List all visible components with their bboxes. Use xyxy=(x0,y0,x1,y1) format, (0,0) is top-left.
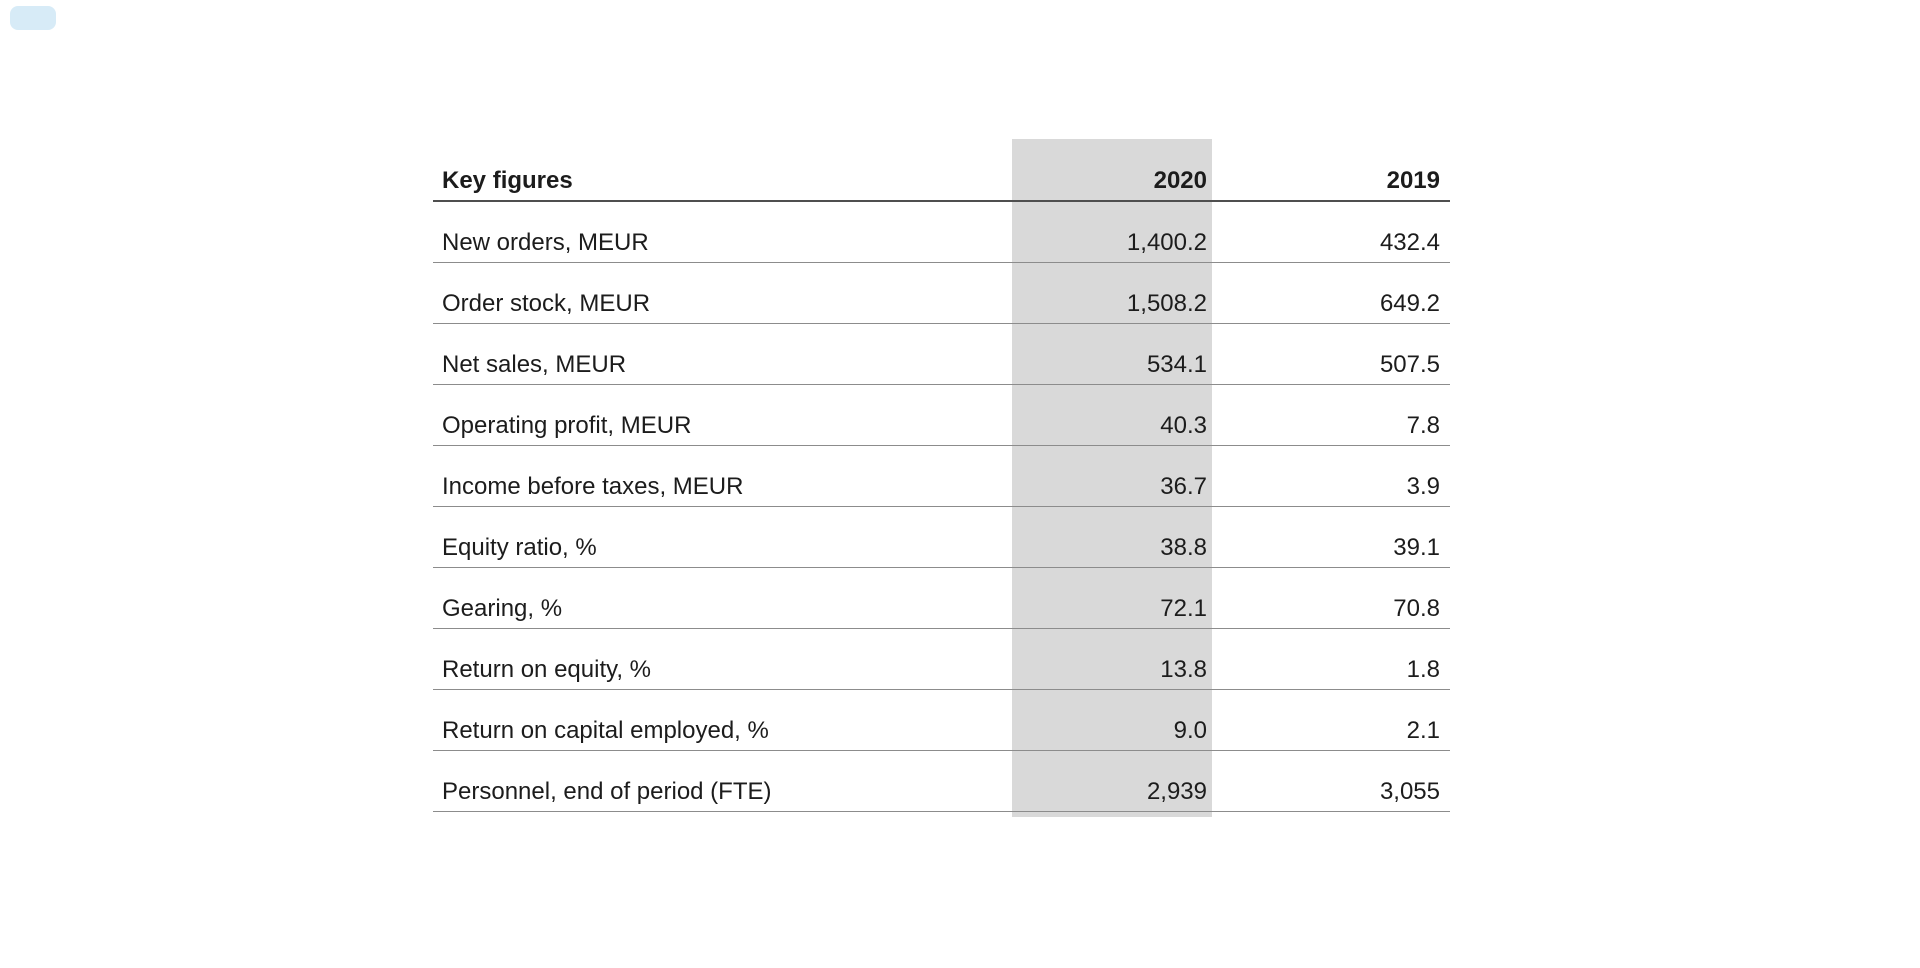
row-value-2019: 2.1 xyxy=(1406,716,1440,744)
row-value-2019: 3,055 xyxy=(1379,777,1440,805)
row-value-2020: 534.1 xyxy=(1146,350,1207,378)
table-row: Order stock, MEUR 1,508.2 649.2 xyxy=(433,263,1450,324)
row-label: Operating profit, MEUR xyxy=(442,411,692,439)
row-value-2019: 7.8 xyxy=(1406,411,1440,439)
row-value-2020: 40.3 xyxy=(1160,411,1207,439)
decorative-blob xyxy=(10,6,56,30)
table-row: Income before taxes, MEUR 36.7 3.9 xyxy=(433,446,1450,507)
table-row: Return on equity, % 13.8 1.8 xyxy=(433,629,1450,690)
table-header-row: Key figures 2020 2019 xyxy=(433,139,1450,202)
table-row: Net sales, MEUR 534.1 507.5 xyxy=(433,324,1450,385)
table-row: Return on capital employed, % 9.0 2.1 xyxy=(433,690,1450,751)
row-label: Equity ratio, % xyxy=(442,533,597,561)
row-value-2019: 39.1 xyxy=(1393,533,1440,561)
key-figures-table: Key figures 2020 2019 New orders, MEUR 1,… xyxy=(433,139,1450,817)
row-value-2019: 649.2 xyxy=(1379,289,1440,317)
row-value-2019: 1.8 xyxy=(1406,655,1440,683)
row-label: Net sales, MEUR xyxy=(442,350,627,378)
row-label: New orders, MEUR xyxy=(442,228,649,256)
row-value-2019: 432.4 xyxy=(1379,228,1440,256)
row-value-2020: 1,508.2 xyxy=(1126,289,1207,317)
table-body: New orders, MEUR 1,400.2 432.4 Order stock,… xyxy=(433,202,1450,812)
table-row: Personnel, end of period (FTE) 2,939 3,055 xyxy=(433,751,1450,812)
table-header-key-figures: Key figures xyxy=(442,166,573,194)
row-value-2020: 72.1 xyxy=(1160,594,1207,622)
row-label: Income before taxes, MEUR xyxy=(442,472,744,500)
row-label: Return on capital employed, % xyxy=(442,716,769,744)
table-header-2020: 2020 xyxy=(1153,166,1207,194)
row-value-2019: 3.9 xyxy=(1406,472,1440,500)
row-value-2020: 13.8 xyxy=(1160,655,1207,683)
row-label: Order stock, MEUR xyxy=(442,289,651,317)
row-label: Return on equity, % xyxy=(442,655,652,683)
row-value-2020: 2,939 xyxy=(1146,777,1207,805)
row-value-2019: 70.8 xyxy=(1393,594,1440,622)
row-value-2020: 36.7 xyxy=(1160,472,1207,500)
row-label: Gearing, % xyxy=(442,594,563,622)
column-2020-highlight xyxy=(1012,139,1212,817)
table-row: New orders, MEUR 1,400.2 432.4 xyxy=(433,202,1450,263)
row-label: Personnel, end of period (FTE) xyxy=(442,777,772,805)
row-value-2020: 9.0 xyxy=(1173,716,1207,744)
table-header-2019: 2019 xyxy=(1386,166,1440,194)
table-row: Operating profit, MEUR 40.3 7.8 xyxy=(433,385,1450,446)
table-row: Gearing, % 72.1 70.8 xyxy=(433,568,1450,629)
table-row: Equity ratio, % 38.8 39.1 xyxy=(433,507,1450,568)
row-value-2019: 507.5 xyxy=(1379,350,1440,378)
row-value-2020: 38.8 xyxy=(1160,533,1207,561)
row-value-2020: 1,400.2 xyxy=(1126,228,1207,256)
